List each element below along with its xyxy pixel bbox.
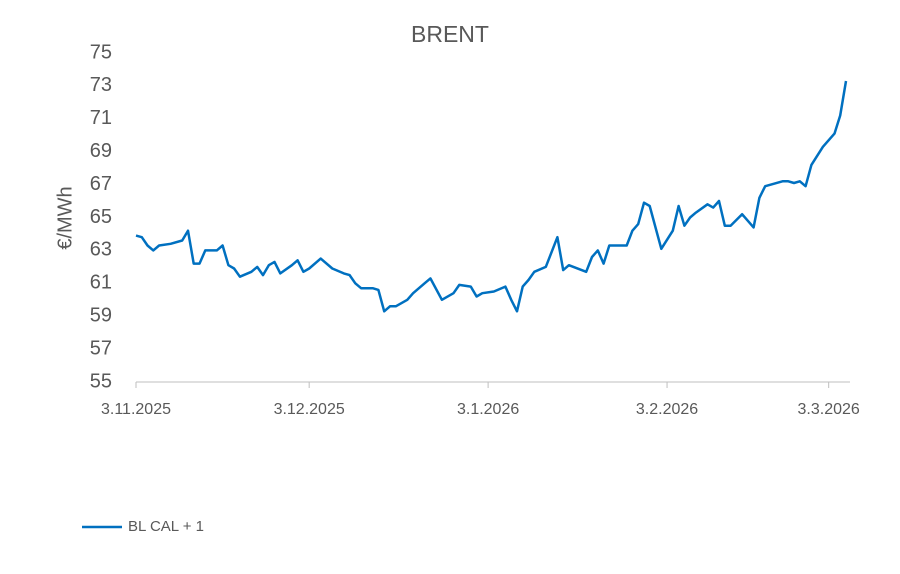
chart-title: BRENT bbox=[411, 21, 489, 47]
x-tick-label: 3.3.2026 bbox=[798, 401, 860, 418]
y-tick-label: 59 bbox=[90, 304, 112, 326]
y-axis-label: €/MWh bbox=[54, 186, 76, 249]
x-tick-label: 3.11.2025 bbox=[101, 401, 171, 418]
y-tick-label: 55 bbox=[90, 370, 112, 392]
y-tick-label: 65 bbox=[90, 206, 112, 228]
y-tick-label: 75 bbox=[90, 41, 112, 63]
x-tick-label: 3.12.2025 bbox=[274, 401, 345, 418]
legend-label: BL CAL + 1 bbox=[128, 518, 204, 535]
x-tick-label: 3.1.2026 bbox=[457, 401, 519, 418]
y-tick-label: 71 bbox=[90, 107, 112, 129]
y-tick-label: 67 bbox=[90, 173, 112, 195]
y-tick-label: 61 bbox=[90, 272, 112, 294]
line-series bbox=[135, 80, 848, 313]
y-tick-label: 63 bbox=[90, 239, 112, 261]
y-tick-label: 73 bbox=[90, 74, 112, 96]
y-tick-label: 69 bbox=[90, 140, 112, 162]
x-tick-label: 3.2.2026 bbox=[636, 401, 698, 418]
y-tick-label: 57 bbox=[90, 337, 112, 359]
